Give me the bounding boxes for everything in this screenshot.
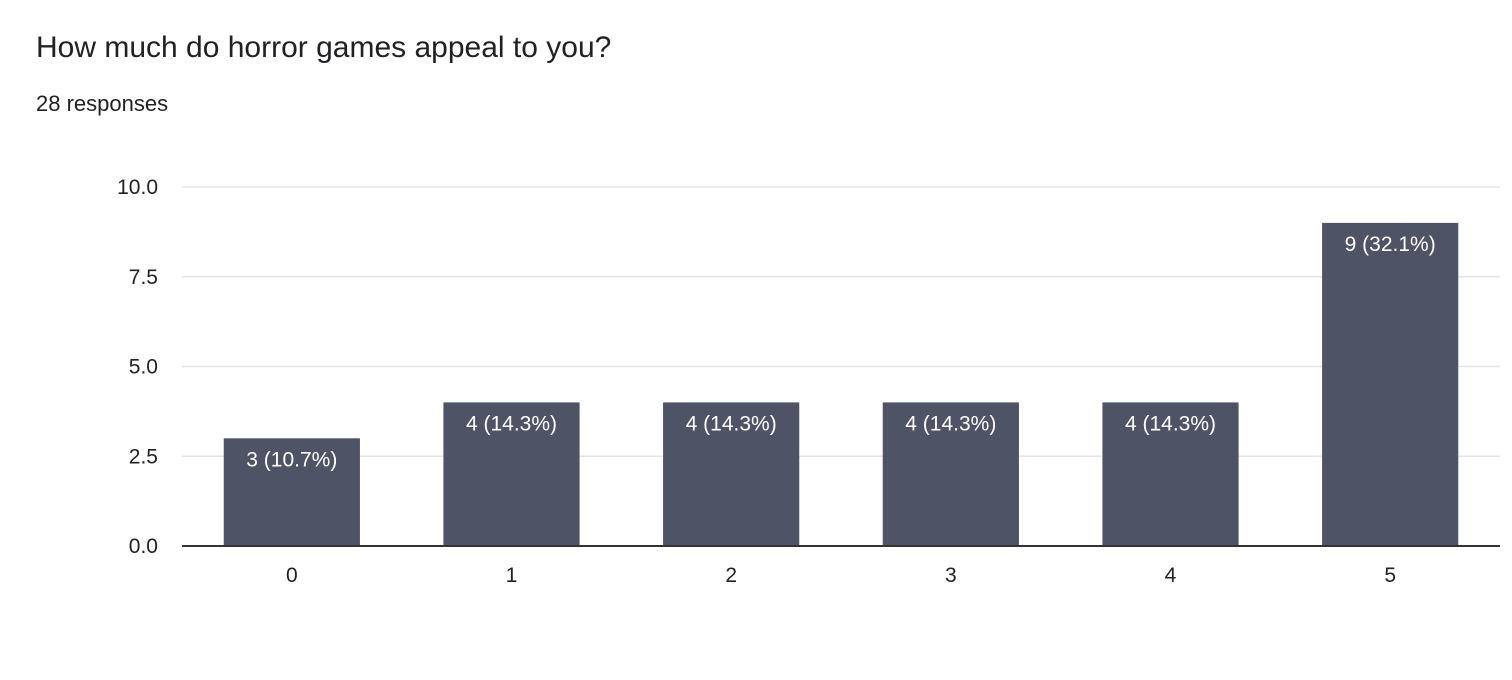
bar-data-label: 3 (10.7%): [246, 448, 337, 471]
x-tick-label: 1: [506, 564, 518, 587]
y-axis-ticks: 0.0 2.5 5.0 7.5 10.0: [117, 176, 158, 558]
x-tick-label: 5: [1384, 564, 1396, 587]
x-tick-label: 2: [725, 564, 737, 587]
question-title: How much do horror games appeal to you?: [36, 31, 612, 64]
bar-data-label: 4 (14.3%): [686, 412, 777, 435]
y-tick-label: 0.0: [129, 535, 158, 558]
bar-1[interactable]: [443, 402, 580, 546]
y-tick-label: 10.0: [117, 176, 158, 199]
bar-2[interactable]: [663, 402, 800, 546]
bar-data-labels: 3 (10.7%) 4 (14.3%) 4 (14.3%) 4 (14.3%) 4 (1…: [246, 233, 1435, 471]
bar-data-label: 9 (32.1%): [1345, 233, 1436, 256]
x-tick-label: 3: [945, 564, 957, 587]
x-tick-label: 0: [286, 564, 298, 587]
x-axis-ticks: 0 1 2 3 4 5: [286, 564, 1396, 587]
bar-data-label: 4 (14.3%): [466, 412, 557, 435]
response-count: 28 responses: [36, 91, 169, 116]
bar-data-label: 4 (14.3%): [1125, 412, 1216, 435]
bar-4[interactable]: [1102, 402, 1239, 546]
bar-data-label: 4 (14.3%): [905, 412, 996, 435]
bar-3[interactable]: [882, 402, 1019, 546]
y-tick-label: 5.0: [129, 356, 158, 379]
bar-0[interactable]: [223, 438, 360, 546]
y-tick-label: 2.5: [129, 445, 158, 468]
bars: [223, 222, 1459, 546]
gridlines: [182, 186, 1500, 457]
y-tick-label: 7.5: [129, 266, 158, 289]
bar-5[interactable]: [1322, 222, 1459, 546]
x-tick-label: 4: [1165, 564, 1177, 587]
